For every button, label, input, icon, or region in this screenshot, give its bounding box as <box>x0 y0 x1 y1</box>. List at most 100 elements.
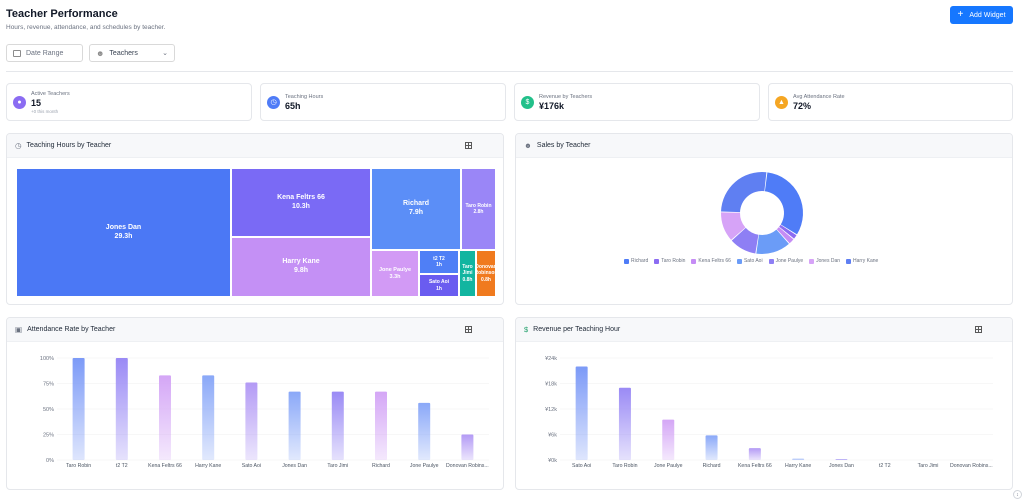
people-icon: ☻ <box>524 141 532 150</box>
bar[interactable] <box>418 402 431 460</box>
calendar-icon <box>13 49 21 57</box>
y-tick-label: 50% <box>43 407 54 413</box>
bar[interactable] <box>705 435 718 460</box>
card-header: $ Revenue per Teaching Hour <box>516 318 1012 342</box>
donut-slice[interactable] <box>779 224 797 239</box>
donut-slice[interactable] <box>764 172 803 235</box>
card-title: Sales by Teacher <box>536 142 591 149</box>
treemap-tile-value: 3.3h <box>389 273 401 280</box>
treemap-tile-value: 1h <box>436 285 442 292</box>
bar[interactable] <box>331 391 344 460</box>
bar[interactable] <box>375 391 387 460</box>
kpi-label: Active Teachers <box>31 90 70 97</box>
add-widget-label: Add Widget <box>969 11 1006 19</box>
legend-item[interactable]: Jone Paulye <box>768 258 803 264</box>
bar[interactable] <box>115 358 128 460</box>
table-view-icon[interactable] <box>975 326 982 333</box>
page-subtitle: Hours, revenue, attendance, and schedule… <box>6 24 166 31</box>
treemap-tile-value: 0.8h <box>462 276 473 283</box>
legend-swatch <box>654 258 660 264</box>
treemap-tile[interactable]: Jones Dan 29.3h <box>16 168 231 297</box>
scroll-top-icon[interactable]: ↕ <box>1013 490 1022 499</box>
legend-label: Sato Aoi <box>743 258 763 264</box>
dollar-icon: $ <box>524 325 529 334</box>
donut-slice[interactable] <box>731 227 759 254</box>
legend-item[interactable]: Richard <box>624 258 648 264</box>
x-tick-label: Kena Feltrs 66 <box>738 463 772 469</box>
legend-item[interactable]: Taro Robin <box>654 258 685 264</box>
treemap-tile[interactable]: Jone Paulye 3.3h <box>371 250 419 297</box>
revenue-card: $ Revenue per Teaching Hour ¥0k ¥6k ¥12k ¥1… <box>515 317 1013 490</box>
legend-swatch <box>809 258 815 264</box>
legend-label: Taro Robin <box>661 258 686 264</box>
teaching-hours-card: ◷ Teaching Hours by Teacher Jones Dan 29.… <box>6 133 504 305</box>
people-icon: ☻ <box>96 48 105 58</box>
kpi-label: Revenue by Teachers <box>539 93 593 100</box>
bar[interactable] <box>461 434 474 461</box>
bar[interactable] <box>835 459 848 460</box>
teachers-select[interactable]: ☻ Teachers ⌄ <box>89 44 175 62</box>
card-header: ☻ Sales by Teacher <box>516 134 1012 158</box>
treemap-tile[interactable]: Taro Robin 2.8h <box>461 168 496 250</box>
bar[interactable] <box>245 382 258 460</box>
card-header: ◷ Teaching Hours by Teacher <box>7 134 503 158</box>
bar[interactable] <box>72 358 85 460</box>
x-tick-label: Taro Jimi <box>918 463 939 469</box>
revenue-bar-chart: ¥0k ¥6k ¥12k ¥18k ¥24k Sato Aoi Taro Robin Jone… <box>545 356 993 469</box>
x-tick-label: Harry Kane <box>195 463 221 469</box>
legend-item[interactable]: Sato Aoi <box>736 258 763 264</box>
donut-slice[interactable] <box>756 229 789 254</box>
legend-item[interactable]: Kena Feltrs 66 <box>691 258 731 264</box>
bar[interactable] <box>748 448 761 460</box>
table-view-icon[interactable] <box>465 326 472 333</box>
legend-swatch <box>768 258 774 264</box>
kpi-label: Teaching Hours <box>285 93 324 100</box>
legend-label: Jones Dan <box>816 258 841 264</box>
donut-slice[interactable] <box>721 212 746 240</box>
add-widget-button[interactable]: + Add Widget <box>950 6 1013 24</box>
treemap-tile[interactable]: Harry Kane 9.8h <box>231 237 371 297</box>
treemap-tile[interactable]: Richard 7.9h <box>371 168 461 250</box>
bar[interactable] <box>575 366 588 461</box>
calendar-icon: ▣ <box>15 325 23 334</box>
treemap-tile[interactable]: t2 T2 1h <box>419 250 459 274</box>
legend-swatch <box>624 258 629 264</box>
bar[interactable] <box>662 419 675 460</box>
kpi-value: 15 <box>31 97 42 108</box>
donut-slice[interactable] <box>776 227 794 244</box>
bar[interactable] <box>288 391 301 460</box>
bar[interactable] <box>159 375 171 460</box>
legend-swatch <box>846 258 852 264</box>
bar[interactable] <box>202 375 215 460</box>
bar[interactable] <box>792 458 805 460</box>
page-title: Teacher Performance <box>6 8 118 20</box>
treemap-tile-name: Kena Feltrs 66 <box>277 193 325 201</box>
donut-slice[interactable] <box>721 172 767 213</box>
treemap-tile[interactable]: Taro Jimi 0.8h <box>459 250 476 297</box>
y-tick-label: 100% <box>40 356 54 362</box>
kpi-teaching-hours: ◷ Teaching Hours 65h <box>260 83 506 121</box>
legend-label: Harry Kane <box>853 258 879 264</box>
date-range-picker[interactable]: Date Range <box>6 44 83 62</box>
treemap-tile-value: 0.8h <box>480 276 491 283</box>
legend-swatch <box>691 258 697 264</box>
bar[interactable] <box>618 387 631 460</box>
kpi-active-teachers: ● Active Teachers 15 +0 this month <box>6 83 252 121</box>
y-tick-label: 75% <box>43 382 54 388</box>
treemap-tile[interactable]: Sato Aoi 1h <box>419 274 459 297</box>
card-title: Attendance Rate by Teacher <box>27 326 116 333</box>
x-tick-label: Sato Aoi <box>242 463 261 469</box>
treemap-tile[interactable]: Kena Feltrs 66 10.3h <box>231 168 371 237</box>
teaching-hours-treemap: Jones Dan 29.3h Kena Feltrs 66 10.3h Harry K… <box>16 168 496 297</box>
legend-item[interactable]: Harry Kane <box>846 258 878 264</box>
card-title: Teaching Hours by Teacher <box>26 142 112 149</box>
kpi-subtext: +0 this month <box>31 108 59 114</box>
legend-label: Richard <box>631 258 649 264</box>
treemap-tile-name: Jone Paulye <box>378 266 412 273</box>
treemap-tile-name: Taro Robin <box>465 202 492 209</box>
y-tick-label: ¥6k <box>548 433 557 439</box>
legend-item[interactable]: Jones Dan <box>809 258 840 264</box>
legend-swatch <box>736 258 742 264</box>
treemap-tile[interactable]: Donovan Robinson0.8h <box>476 250 496 297</box>
table-view-icon[interactable] <box>465 142 472 149</box>
